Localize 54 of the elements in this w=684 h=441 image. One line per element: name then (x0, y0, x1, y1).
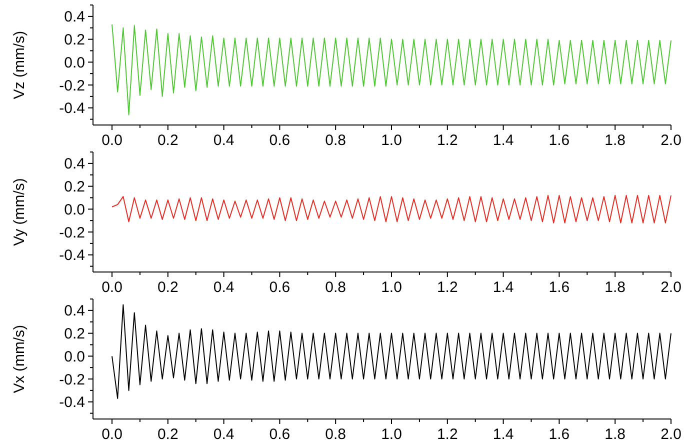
x-tick-label: 0.6 (269, 279, 290, 296)
y-tick-label: -0.4 (59, 247, 85, 264)
x-tick-label: 0.2 (157, 132, 178, 149)
x-tick-label: 0.0 (102, 132, 122, 149)
x-tick-label: 0.4 (213, 426, 234, 441)
x-tick-label: 1.8 (604, 426, 626, 441)
y-tick-label: -0.4 (59, 100, 85, 118)
x-tick-label: 0.4 (213, 132, 234, 149)
x-tick-label: 1.4 (492, 279, 514, 296)
line-series (112, 304, 672, 399)
x-tick-label: 0.2 (157, 279, 178, 296)
x-tick-label: 2.0 (660, 426, 682, 441)
y-tick-label: 0.4 (64, 156, 85, 173)
x-tick-label: 1.8 (604, 132, 626, 149)
y-tick-label: -0.4 (59, 394, 85, 412)
x-tick-label: 1.4 (492, 426, 514, 441)
line-series (112, 24, 672, 116)
x-tick-label: 1.2 (436, 132, 458, 149)
y-tick-label: 0.0 (64, 348, 85, 366)
x-tick-label: 1.8 (604, 279, 626, 296)
x-tick-label: 0.4 (213, 279, 234, 296)
x-tick-label: 1.0 (381, 279, 402, 296)
x-tick-label: 0.8 (325, 279, 346, 296)
x-tick-label: 1.6 (548, 279, 570, 296)
y-axis-title: Vx (mm/s) (11, 324, 28, 394)
y-tick-label: -0.2 (59, 371, 85, 388)
y-axis-title: Vz (mm/s) (11, 30, 28, 100)
x-tick-label: 1.6 (548, 132, 570, 149)
x-tick-label: 0.0 (102, 426, 122, 441)
x-tick-label: 1.2 (436, 279, 458, 296)
x-tick-label: 1.4 (492, 132, 514, 149)
y-axis-title: Vy (mm/s) (11, 178, 28, 246)
y-tick-label: 0.0 (64, 54, 85, 72)
x-tick-label: 0.6 (269, 426, 290, 441)
x-tick-label: 1.2 (436, 426, 458, 441)
y-tick-label: -0.2 (59, 224, 85, 242)
y-tick-label: 0.2 (64, 178, 85, 196)
x-tick-label: 2.0 (660, 279, 682, 296)
y-tick-label: 0.4 (64, 302, 85, 320)
x-tick-label: 1.6 (548, 426, 570, 441)
y-tick-label: 0.2 (64, 32, 85, 49)
y-tick-label: 0.4 (64, 8, 85, 26)
x-tick-label: 0.0 (102, 279, 122, 296)
x-tick-label: 0.2 (157, 426, 178, 441)
y-tick-label: 0.0 (64, 201, 85, 218)
line-series (112, 194, 672, 224)
x-tick-label: 0.6 (269, 132, 290, 149)
y-tick-label: 0.2 (64, 326, 85, 343)
x-tick-label: 0.8 (325, 426, 346, 441)
x-tick-label: 2.0 (660, 132, 682, 149)
y-tick-label: -0.2 (59, 77, 85, 94)
x-tick-label: 1.0 (381, 132, 402, 149)
x-tick-label: 0.8 (325, 132, 346, 149)
x-tick-label: 1.0 (381, 426, 402, 441)
